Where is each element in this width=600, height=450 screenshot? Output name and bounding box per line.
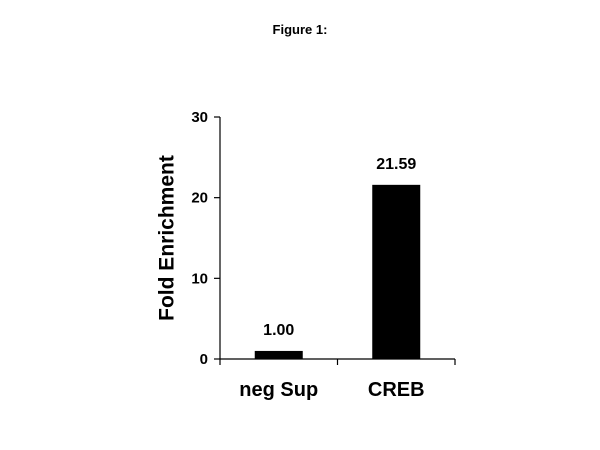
bar-value-label: 1.00 [263,322,294,339]
y-tick-label: 20 [191,190,208,207]
bars: 1.00 neg Sup 21.59 CREB [239,156,424,401]
bar-creb [372,184,421,359]
figure-label: Figure 1: [272,22,328,37]
y-axis: 0 10 20 30 [191,109,221,368]
y-tick-label: 10 [191,270,208,287]
y-tick-label: 0 [200,351,208,368]
bar-value-label: 21.59 [376,156,416,173]
y-tick-label: 30 [191,109,208,126]
y-axis-title: Fold Enrichment [156,155,179,321]
x-category-label: neg Sup [239,379,318,401]
x-category-label: CREB [368,379,425,401]
x-axis [219,358,456,365]
bar-neg-sup [254,350,303,359]
